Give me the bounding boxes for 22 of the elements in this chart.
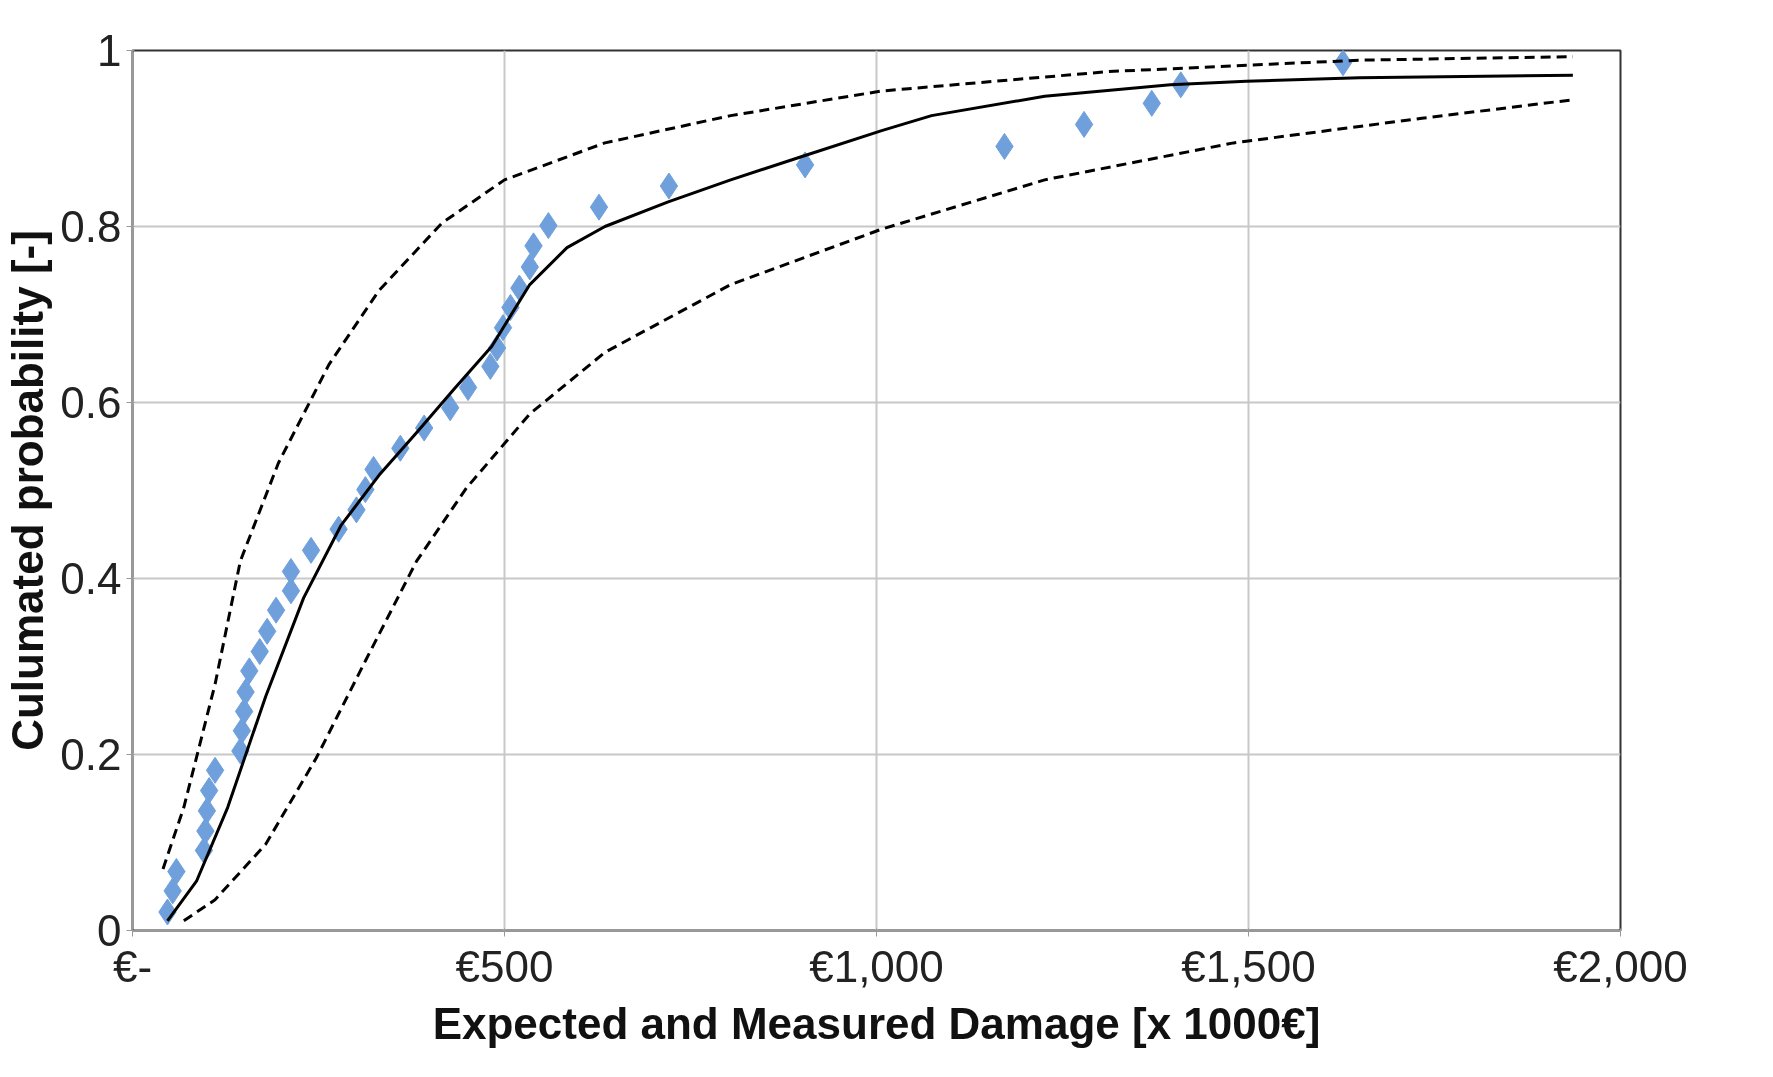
- point: [1074, 110, 1094, 138]
- y-tick-label: 0.4: [60, 554, 122, 603]
- y-tick-label: 0.6: [60, 378, 122, 427]
- point: [266, 596, 286, 624]
- x-tick-label: €1,500: [1181, 941, 1316, 991]
- y-axis-title: Culumated probability [-]: [3, 230, 53, 751]
- point: [659, 172, 679, 200]
- point: [589, 193, 609, 221]
- point: [232, 717, 252, 745]
- x-axis-title: Expected and Measured Damage [x 1000€]: [432, 998, 1321, 1048]
- x-tick-label: €2,000: [1553, 941, 1688, 991]
- point: [197, 797, 217, 825]
- y-tick-label: 0.2: [60, 730, 122, 779]
- point: [795, 151, 815, 179]
- x-tick-label: €500: [455, 941, 554, 991]
- point: [301, 536, 321, 564]
- y-tick-label: 1: [97, 26, 122, 75]
- point: [199, 777, 219, 805]
- point: [458, 374, 478, 402]
- x-tick-label: €1,000: [809, 941, 944, 991]
- y-tick-label: 0.8: [60, 202, 122, 251]
- point: [205, 756, 225, 784]
